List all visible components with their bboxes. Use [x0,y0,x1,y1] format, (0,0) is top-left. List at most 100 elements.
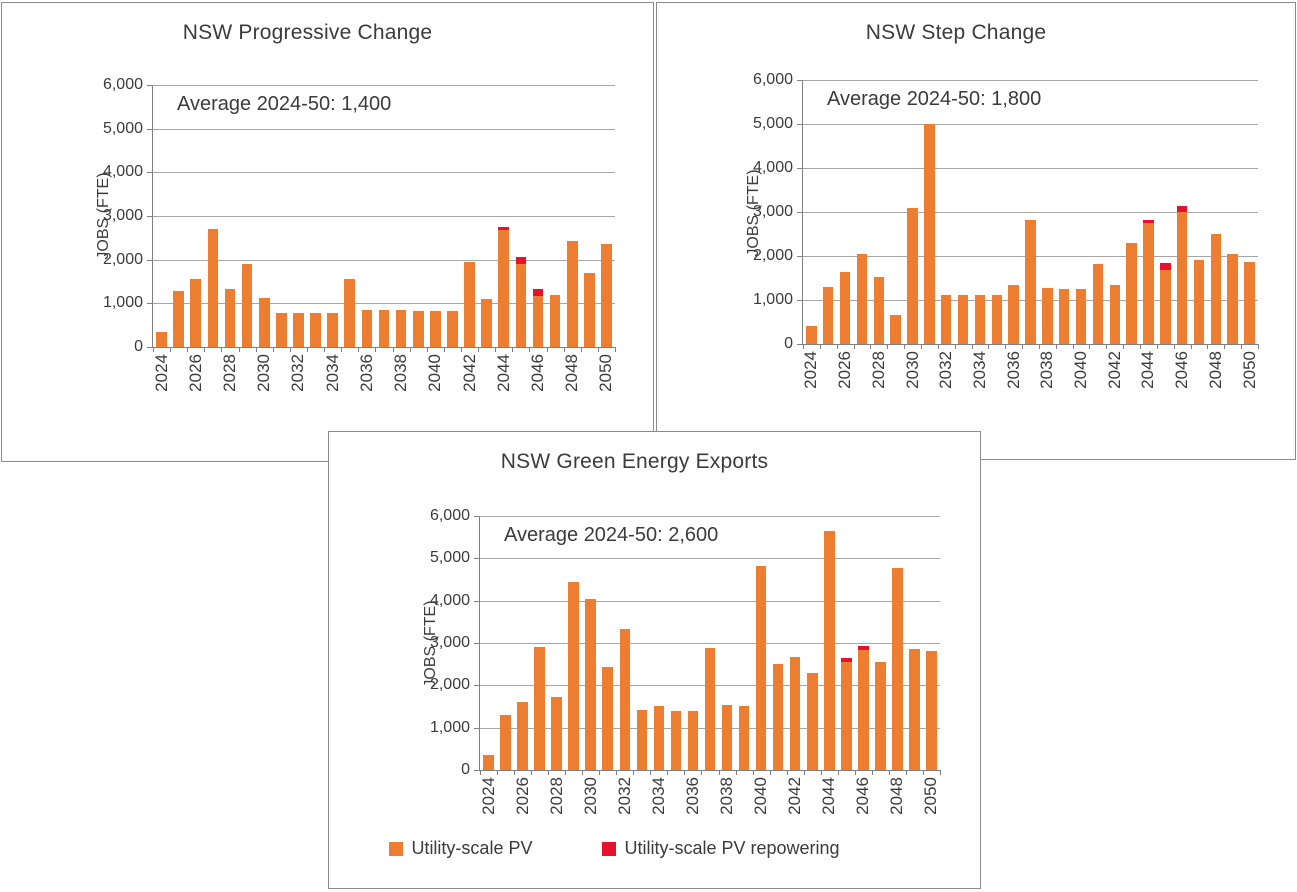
bar-utility-pv [1008,284,1019,344]
x-tick-label: 2040 [425,354,445,392]
x-axis-tick [1157,344,1158,349]
x-tick-label: 2026 [835,351,855,389]
bar-utility-pv [447,311,458,347]
x-tick-label: 2026 [185,354,205,392]
x-axis-tick [719,770,720,775]
bar-utility-pv [687,710,699,770]
x-axis-tick [239,347,240,352]
x-axis-tick [972,344,973,349]
legend-label-pv-repowering: Utility-scale PV repowering [624,838,840,858]
bar-utility-pv [602,666,614,770]
y-axis-tick [474,685,480,686]
x-axis-tick [153,347,154,352]
bar-utility-pv [498,230,510,347]
chart-panel-progressive-change: NSW Progressive Change JOBS (FTE) Averag… [1,2,654,462]
bar-utility-pv [1058,289,1070,344]
gridline-6000 [480,516,940,517]
bar-pv-repowering [498,226,510,231]
x-tick-label: 2038 [717,777,737,815]
x-axis-tick [393,347,394,352]
bar-utility-pv [926,651,937,770]
x-axis-tick [598,347,599,352]
bar-utility-pv [1075,289,1087,344]
bar-pv-repowering [858,645,869,651]
y-tick-label: 6,000 [102,76,143,93]
x-tick-label: 2038 [1037,351,1057,389]
bar-utility-pv [890,315,901,344]
bar-utility-pv [566,240,578,347]
y-axis-tick [147,85,153,86]
x-axis-tick [837,344,838,349]
y-axis-tick [797,124,803,125]
x-axis-tick [514,770,515,775]
y-axis-tick [797,168,803,169]
x-axis-tick [906,770,907,775]
bar-utility-pv [1025,219,1036,344]
x-tick-label: 2044 [493,354,513,392]
x-tick-label: 2028 [220,354,239,392]
y-axis-tick [474,601,480,602]
bar-utility-pv [619,629,631,770]
bar-utility-pv [173,291,184,347]
y-axis-tick [474,770,480,771]
bar-utility-pv [190,278,202,347]
legend-item-pv-repowering: Utility-scale PV repowering [602,838,840,859]
chart-title-step: NSW Step Change [865,21,1047,44]
x-axis-tick [1056,344,1057,349]
x-axis-tick [290,347,291,352]
x-tick-label: 2030 [902,351,922,389]
plot-area-step: Average 2024-50: 1,800 0 1,000 2,000 3,000 4… [753,71,1259,389]
chart-panel-green-energy-exports: NSW Green Energy Exports JOBS (FTE) Aver… [328,431,981,889]
x-axis-tick [615,347,616,352]
y-axis-tick [474,728,480,729]
y-tick-label: 1,000 [752,291,793,308]
bar-utility-pv [395,309,407,347]
bar-utility-pv [500,715,511,770]
x-axis-tick [1191,344,1192,349]
x-axis-tick [940,770,941,775]
x-tick-label: 2036 [356,354,376,392]
y-axis-tick [147,347,153,348]
x-axis-tick [887,344,888,349]
bar-utility-pv [549,294,561,347]
bar-pv-repowering [841,658,852,663]
x-axis-tick [478,347,479,352]
bar-utility-pv [1176,212,1188,344]
x-axis-tick [495,347,496,352]
y-tick-label: 5,000 [429,549,470,566]
x-axis-tick [1106,344,1107,349]
bar-utility-pv [224,288,236,347]
x-axis-tick [324,347,325,352]
x-axis-tick [480,770,481,775]
legend-swatch-red-icon [602,841,617,856]
x-axis-tick [497,770,498,775]
chart-legend: Utility-scale PV Utility-scale PV repowe… [289,838,940,859]
bar-utility-pv [517,702,528,770]
bar-utility-pv [924,123,935,344]
bar-utility-pv [823,286,834,344]
bar-utility-pv [1143,222,1154,344]
legend-label-utility-pv: Utility-scale PV [411,838,533,858]
y-tick-label: 6,000 [429,507,470,524]
bar-utility-pv [1042,287,1053,344]
bar-utility-pv [534,647,545,770]
bar-utility-pv [873,277,885,344]
bar-utility-pv [755,565,767,770]
y-tick-label: 1,000 [102,294,143,311]
x-axis-tick [1022,344,1023,349]
x-tick-label: 2048 [562,354,582,392]
x-axis-tick [889,770,890,775]
x-tick-label: 2024 [151,354,171,392]
bar-utility-pv [1193,259,1205,344]
bar-utility-pv [207,229,219,347]
y-tick-label: 1,000 [429,719,470,736]
y-tick-label: 3,000 [429,634,470,651]
bar-utility-pv [156,331,167,347]
bar-utility-pv [310,312,321,347]
x-tick-label: 2046 [1172,351,1192,389]
bar-utility-pv [636,710,648,770]
y-tick-label: 3,000 [752,203,793,220]
bar-pv-repowering [532,288,544,296]
bar-utility-pv [1109,285,1120,344]
x-tick-label: 2024 [478,777,498,815]
